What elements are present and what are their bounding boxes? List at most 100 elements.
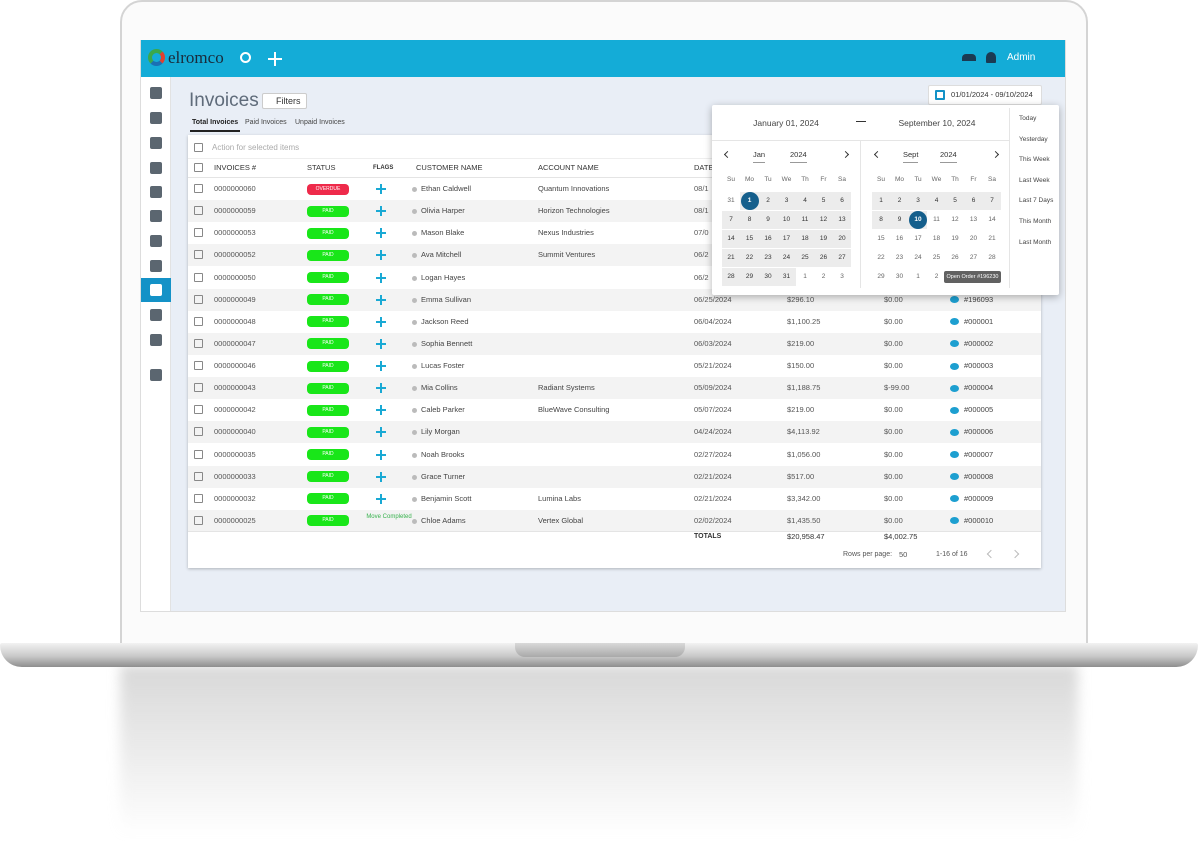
month-select[interactable]: Jan xyxy=(753,147,766,163)
day[interactable]: 26 xyxy=(819,254,828,261)
day[interactable]: 2 xyxy=(821,273,826,280)
invoice-number[interactable]: 0000000059 xyxy=(214,206,256,216)
day[interactable]: 5 xyxy=(821,197,826,204)
sidebar-icon[interactable] xyxy=(150,235,162,247)
bulk-action[interactable]: Action for selected items xyxy=(212,143,300,152)
day[interactable]: 21 xyxy=(727,254,735,261)
day[interactable]: 12 xyxy=(819,216,828,223)
order-link[interactable]: #000001 xyxy=(964,316,994,326)
day[interactable]: 27 xyxy=(838,254,846,261)
add-flag[interactable] xyxy=(376,250,386,261)
day[interactable]: 14 xyxy=(988,216,996,223)
user-menu[interactable]: Admin xyxy=(1007,52,1036,63)
day[interactable]: 29 xyxy=(877,273,885,280)
preset[interactable]: This Week xyxy=(1019,156,1050,164)
day[interactable]: 19 xyxy=(951,235,959,242)
day[interactable]: 7 xyxy=(990,197,994,204)
day[interactable]: 13 xyxy=(969,216,978,223)
date-range-button[interactable] xyxy=(928,85,1042,105)
day[interactable]: 31 xyxy=(727,197,735,204)
day[interactable]: 13 xyxy=(838,216,846,223)
checkbox[interactable] xyxy=(194,515,203,525)
sidebar-icon[interactable] xyxy=(150,284,162,296)
day[interactable]: 8 xyxy=(747,216,752,223)
day[interactable]: 4 xyxy=(934,197,939,204)
day[interactable]: 4 xyxy=(803,197,807,204)
day[interactable]: 25 xyxy=(932,254,941,261)
checkbox[interactable] xyxy=(194,338,203,348)
day[interactable]: 10 xyxy=(914,216,922,223)
day[interactable]: 14 xyxy=(727,235,735,242)
checkbox[interactable] xyxy=(194,427,203,437)
invoice-number[interactable]: 0000000049 xyxy=(214,294,256,304)
add-flag[interactable] xyxy=(376,383,386,394)
checkbox[interactable] xyxy=(194,228,203,238)
tab[interactable]: Paid Invoices xyxy=(245,119,287,126)
add-flag[interactable] xyxy=(376,361,386,372)
filters-label[interactable]: Filters xyxy=(276,96,301,106)
add-flag[interactable] xyxy=(376,338,386,349)
order-link[interactable]: #000008 xyxy=(964,471,994,481)
sidebar-icon[interactable] xyxy=(150,112,162,124)
add-flag[interactable] xyxy=(376,449,386,460)
day[interactable]: 8 xyxy=(879,216,883,223)
year-select[interactable]: 2024 xyxy=(940,147,957,163)
sidebar-icon[interactable] xyxy=(150,309,162,321)
preset[interactable]: Last Week xyxy=(1019,176,1050,184)
day[interactable]: 30 xyxy=(895,273,904,280)
day[interactable]: 19 xyxy=(819,235,828,242)
day[interactable]: 11 xyxy=(801,216,809,223)
day[interactable]: 7 xyxy=(729,216,733,223)
invoice-number[interactable]: 0000000048 xyxy=(214,316,256,326)
sidebar-icon[interactable] xyxy=(150,186,162,198)
invoice-number[interactable]: 0000000060 xyxy=(214,184,256,193)
checkbox[interactable] xyxy=(194,361,203,371)
search-icon[interactable] xyxy=(240,52,251,63)
invoice-number[interactable]: 0000000035 xyxy=(214,449,256,459)
preset[interactable]: This Month xyxy=(1019,218,1052,225)
day[interactable]: 15 xyxy=(745,235,754,242)
year-select[interactable]: 2024 xyxy=(790,147,807,163)
order-link[interactable]: #000007 xyxy=(964,449,994,459)
view-icon[interactable] xyxy=(950,473,959,481)
day[interactable]: 22 xyxy=(745,254,754,261)
day[interactable]: 27 xyxy=(969,254,978,261)
invoice-number[interactable]: 0000000052 xyxy=(214,250,256,260)
invoice-number[interactable]: 0000000050 xyxy=(214,272,256,282)
day[interactable]: 3 xyxy=(916,197,920,204)
invoice-number[interactable]: 0000000033 xyxy=(214,471,256,481)
day[interactable]: 9 xyxy=(897,216,902,223)
add-flag[interactable] xyxy=(376,471,386,482)
order-link[interactable]: #000006 xyxy=(964,427,994,437)
day[interactable]: 24 xyxy=(914,254,922,261)
checkbox[interactable] xyxy=(194,272,203,282)
invoice-number[interactable]: 0000000053 xyxy=(214,228,256,238)
day[interactable]: 2 xyxy=(766,197,770,204)
day[interactable]: 16 xyxy=(895,235,904,242)
invoice-number[interactable]: 0000000043 xyxy=(214,383,256,393)
add-flag[interactable] xyxy=(376,184,386,194)
day[interactable]: 30 xyxy=(764,273,772,280)
day[interactable]: 21 xyxy=(988,235,996,242)
checkbox[interactable] xyxy=(194,493,203,503)
day[interactable]: 31 xyxy=(782,273,791,280)
day[interactable]: 3 xyxy=(840,273,844,280)
day[interactable]: 1 xyxy=(747,197,752,204)
day[interactable]: 5 xyxy=(953,197,957,204)
day[interactable]: 6 xyxy=(971,197,976,204)
preset[interactable]: Today xyxy=(1019,115,1037,122)
order-link[interactable]: #000002 xyxy=(964,338,994,348)
notification-icon[interactable] xyxy=(986,52,996,63)
order-link[interactable]: #000005 xyxy=(964,405,994,415)
checkbox[interactable] xyxy=(194,163,203,172)
filters-button[interactable] xyxy=(262,93,307,109)
order-link[interactable]: #196093 xyxy=(964,294,994,304)
day[interactable]: 6 xyxy=(840,197,844,204)
day[interactable]: 20 xyxy=(838,235,846,242)
day[interactable]: 2 xyxy=(934,273,939,280)
view-icon[interactable] xyxy=(950,406,959,414)
view-icon[interactable] xyxy=(950,362,959,370)
order-link[interactable]: #000009 xyxy=(964,493,994,503)
day[interactable]: 20 xyxy=(969,235,978,242)
day[interactable]: 9 xyxy=(766,216,770,223)
